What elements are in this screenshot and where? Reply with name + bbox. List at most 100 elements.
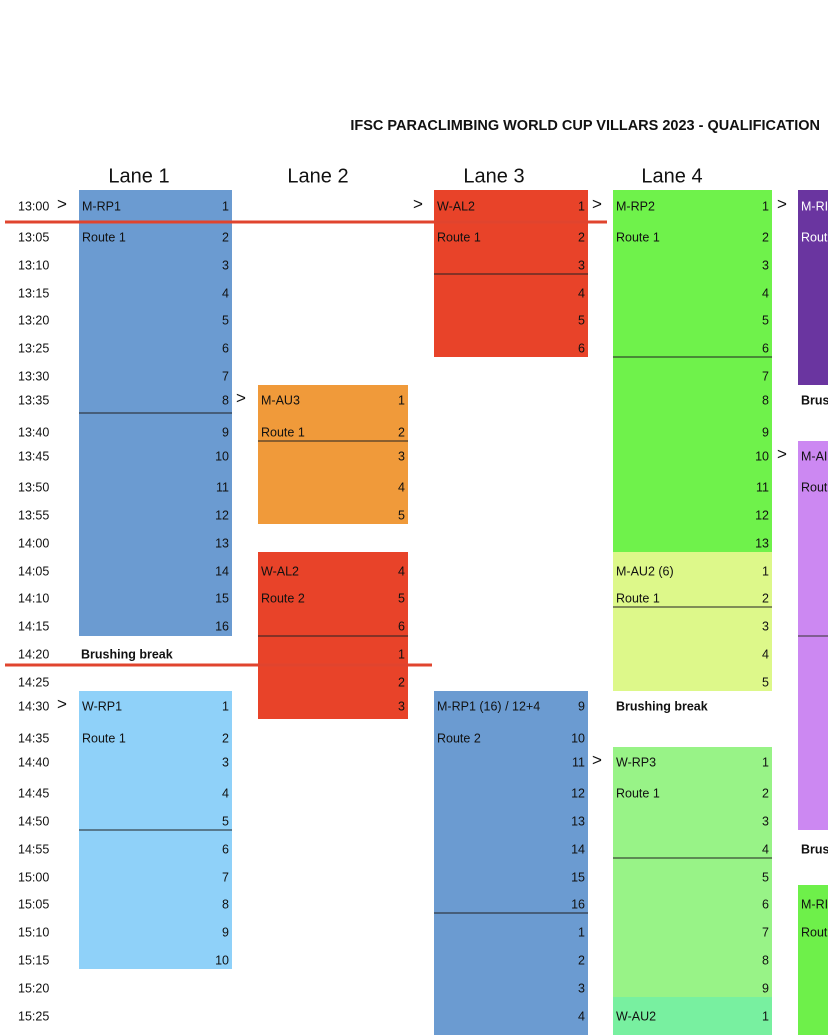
time-label: 14:25 [18,675,49,689]
climber-number: 2 [578,953,585,967]
route-label: Route 1 [82,230,126,244]
climber-number: 3 [398,699,405,713]
time-label: 14:30 [18,699,49,713]
climber-number: 3 [222,755,229,769]
route-label: Route 1 [616,786,660,800]
climber-number: 2 [222,230,229,244]
cut-off-text: Brus [801,842,828,856]
route-label: Route 1 [261,425,305,439]
climber-number: 4 [222,286,229,300]
climber-number: 14 [215,564,229,578]
category-label: M-AU2 (6) [616,564,674,578]
climber-number: 15 [571,870,585,884]
time-label: 13:50 [18,480,49,494]
climber-number: 10 [571,731,585,745]
time-label: 14:10 [18,591,49,605]
climber-number: 5 [222,313,229,327]
climber-number: 4 [398,480,405,494]
climber-number: 16 [571,897,585,911]
climber-number: 14 [571,842,585,856]
time-label: 13:05 [18,230,49,244]
climber-number: 5 [762,675,769,689]
time-label: 13:00 [18,199,49,213]
time-label: 15:00 [18,870,49,884]
start-arrow: > [777,194,787,213]
block [613,552,772,691]
time-label: 14:00 [18,536,49,550]
lane-header: Lane 1 [108,165,169,187]
climber-number: 8 [222,393,229,407]
climber-number: 2 [762,786,769,800]
cut-off-text: Brus [801,393,828,407]
start-arrow: > [592,750,602,769]
climber-number: 1 [578,199,585,213]
climber-number: 4 [222,786,229,800]
climber-number: 6 [762,897,769,911]
cut-off-text: M-AI [801,449,827,463]
category-label: M-AU3 [261,393,300,407]
climber-number: 11 [572,755,585,769]
climber-number: 7 [762,925,769,939]
climber-number: 6 [398,619,405,633]
climber-number: 1 [762,199,769,213]
category-label: M-RP2 [616,199,655,213]
time-label: 13:45 [18,449,49,463]
cut-off-text: M-RI [801,199,828,213]
climber-number: 3 [222,258,229,272]
time-label: 14:35 [18,731,49,745]
climber-number: 8 [762,953,769,967]
time-label: 15:20 [18,981,49,995]
route-label: Route 2 [261,591,305,605]
time-label: 15:05 [18,897,49,911]
climber-number: 7 [762,369,769,383]
lane-header: Lane 4 [641,165,702,187]
time-label: 14:20 [18,647,49,661]
climber-number: 1 [762,755,769,769]
start-arrow: > [236,388,246,407]
start-arrow: > [57,194,67,213]
time-label: 15:25 [18,1009,49,1023]
climber-number: 1 [762,564,769,578]
climber-number: 2 [222,731,229,745]
block [798,885,828,1035]
time-label: 13:25 [18,341,49,355]
climber-number: 4 [578,1009,585,1023]
route-label: Route 1 [616,230,660,244]
climber-number: 2 [398,675,405,689]
climber-number: 4 [578,286,585,300]
time-label: 13:40 [18,425,49,439]
time-label: 15:10 [18,925,49,939]
time-label: 15:15 [18,953,49,967]
climber-number: 8 [222,897,229,911]
time-label: 13:30 [18,369,49,383]
climber-number: 2 [762,591,769,605]
climber-number: 6 [222,341,229,355]
block [613,190,772,552]
route-label: Route 1 [616,591,660,605]
category-label: W-RP1 [82,699,122,713]
climber-number: 7 [222,870,229,884]
block [798,190,828,385]
climber-number: 5 [398,508,405,522]
climber-number: 6 [222,842,229,856]
climber-number: 10 [755,449,769,463]
climber-number: 12 [571,786,585,800]
climber-number: 11 [216,480,229,494]
climber-number: 4 [762,286,769,300]
start-arrow: > [57,694,67,713]
climber-number: 1 [222,199,229,213]
route-label: Route 2 [437,731,481,745]
category-label: W-AU2 [616,1009,656,1023]
time-label: 13:10 [18,258,49,272]
climber-number: 2 [762,230,769,244]
climber-number: 12 [755,508,769,522]
climber-number: 5 [762,870,769,884]
climber-number: 5 [398,591,405,605]
climber-number: 1 [398,647,405,661]
climber-number: 9 [222,925,229,939]
time-label: 14:45 [18,786,49,800]
time-label: 13:35 [18,393,49,407]
block [613,997,772,1035]
climber-number: 12 [215,508,229,522]
